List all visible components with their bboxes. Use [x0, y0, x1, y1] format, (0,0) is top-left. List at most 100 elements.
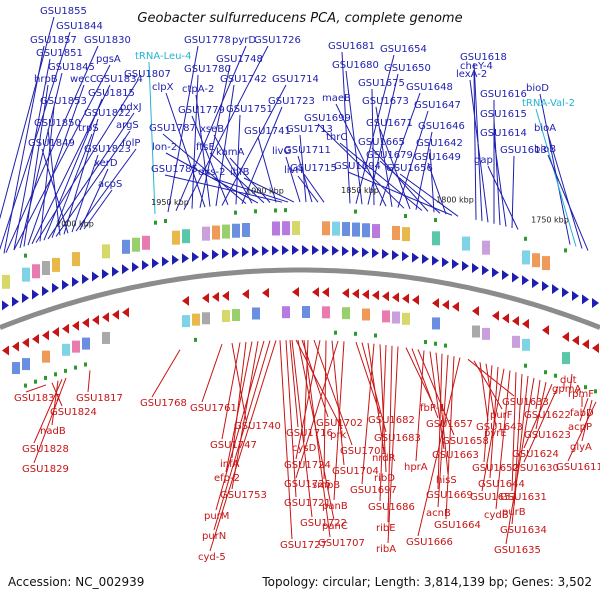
reverse-gc-mark [584, 385, 587, 390]
reverse-leader-line [523, 384, 553, 449]
reverse-leader-line [437, 353, 443, 490]
reverse-gene-label: ribD [374, 473, 395, 484]
forward-gene-label: GSU1742 [220, 74, 267, 85]
forward-leader-line [379, 160, 441, 214]
forward-leader-line [5, 45, 99, 253]
reverse-leader-line [33, 379, 63, 444]
forward-gene-arrow [532, 278, 539, 289]
reverse-gene-label: GSU1697 [350, 485, 397, 496]
forward-gc-mark [274, 208, 277, 213]
forward-gene-arrow [342, 246, 349, 257]
forward-cog-box [92, 246, 100, 261]
forward-gene-label: GSU1616 [480, 89, 527, 100]
reverse-leader-line [483, 365, 493, 463]
reverse-gene-arrow [262, 287, 269, 298]
reverse-gene-arrow [402, 293, 409, 304]
reverse-gene-label: pyrE [484, 428, 507, 439]
forward-gene-label: GSU1857 [30, 35, 77, 46]
reverse-gc-mark [74, 365, 77, 370]
reverse-gene-label: GSU1657 [426, 419, 473, 430]
forward-gene-label: bioD [526, 83, 549, 94]
forward-leader-line [285, 156, 301, 203]
reverse-cog-box [342, 307, 350, 320]
reverse-gene-label: GSU1725 [284, 479, 331, 490]
forward-gene-label: GSU1647 [414, 100, 461, 111]
forward-gene-arrow [172, 254, 179, 265]
forward-gene-arrow [322, 245, 329, 256]
reverse-gene-arrow [562, 331, 569, 342]
forward-leader-line [415, 131, 433, 210]
forward-gene-label: hrpB [34, 74, 58, 85]
forward-leader-line [243, 177, 295, 203]
forward-gene-arrow [292, 245, 299, 256]
reverse-gene-label: GSU1634 [500, 525, 547, 536]
forward-leader-line [41, 148, 69, 234]
reverse-gene-label: GSU1753 [220, 490, 267, 501]
reverse-gene-arrow [432, 298, 439, 309]
reverse-gene-label: GSU1663 [432, 450, 479, 461]
reverse-cog-box [322, 306, 330, 319]
reverse-gene-label: acpP [568, 422, 592, 433]
forward-cog-box [272, 221, 280, 236]
forward-gene-label: GSU1654 [380, 44, 427, 55]
forward-leader-line [339, 142, 423, 211]
forward-gene-arrow [512, 272, 519, 283]
forward-gene-arrow [22, 292, 29, 303]
reverse-leader-line [303, 340, 309, 443]
forward-gene-label: gap [474, 155, 493, 166]
forward-gene-arrow [542, 281, 549, 292]
forward-cog-box [132, 237, 140, 252]
forward-gene-label: acpS [98, 179, 122, 190]
forward-gene-label: GSU1680 [332, 60, 379, 71]
forward-gene-arrow [402, 251, 409, 262]
reverse-gene-label: GSU1721 [284, 498, 331, 509]
reverse-gene-arrow [472, 306, 479, 317]
reverse-leader-line [415, 350, 425, 462]
forward-gene-arrow [2, 300, 9, 311]
forward-gene-arrow [282, 245, 289, 256]
reverse-cog-box [252, 307, 260, 320]
reverse-gene-arrow [2, 345, 9, 356]
forward-leader-line [317, 123, 405, 209]
forward-gene-arrow [362, 247, 369, 258]
reverse-gc-mark [54, 372, 57, 377]
map-title: Geobacter sulfurreducens PCA, complete g… [137, 11, 462, 26]
forward-gene-label: GSU1822 [84, 108, 131, 119]
reverse-gene-arrow [92, 314, 99, 325]
reverse-gene-label: purB [502, 507, 526, 518]
forward-leader-line [213, 134, 253, 204]
reverse-leader-line [231, 343, 247, 421]
reverse-cog-box [102, 331, 110, 344]
forward-gene-arrow [32, 289, 39, 300]
forward-gene-label: ctpA-2 [182, 84, 214, 95]
reverse-gene-label: smpB [312, 480, 340, 491]
reverse-leader-line [301, 339, 329, 418]
forward-leader-line [371, 88, 375, 206]
reverse-cog-box [382, 310, 390, 323]
forward-gene-label: GSU1715 [290, 163, 337, 174]
reverse-cog-box [362, 308, 370, 321]
forward-cog-box [212, 225, 220, 240]
forward-gene-arrow [82, 274, 89, 285]
forward-leader-line [303, 173, 325, 203]
reverse-leader-line [333, 341, 345, 501]
forward-cog-box [332, 221, 340, 236]
reverse-gene-label: gpmA [552, 384, 581, 395]
reverse-leader-line [291, 339, 313, 518]
forward-leader-line [473, 71, 477, 220]
reverse-cog-box [482, 327, 490, 340]
forward-gc-mark [564, 248, 567, 253]
forward-leader-line [355, 54, 395, 204]
reverse-gene-arrow [512, 316, 519, 327]
accession-text: Accession: NC_002939 [8, 575, 144, 589]
forward-leader-line [429, 148, 435, 213]
forward-gene-arrow [432, 255, 439, 266]
reverse-gene-label: GSU1633 [502, 397, 549, 408]
forward-gene-label: lon-2 [152, 142, 177, 153]
forward-gene-label: GSU1807 [124, 69, 171, 80]
forward-leader-line [191, 115, 229, 206]
reverse-gene-label: purM [204, 511, 229, 522]
reverse-gene-label: GSU1829 [22, 464, 69, 475]
reverse-gene-arrow [82, 317, 89, 328]
